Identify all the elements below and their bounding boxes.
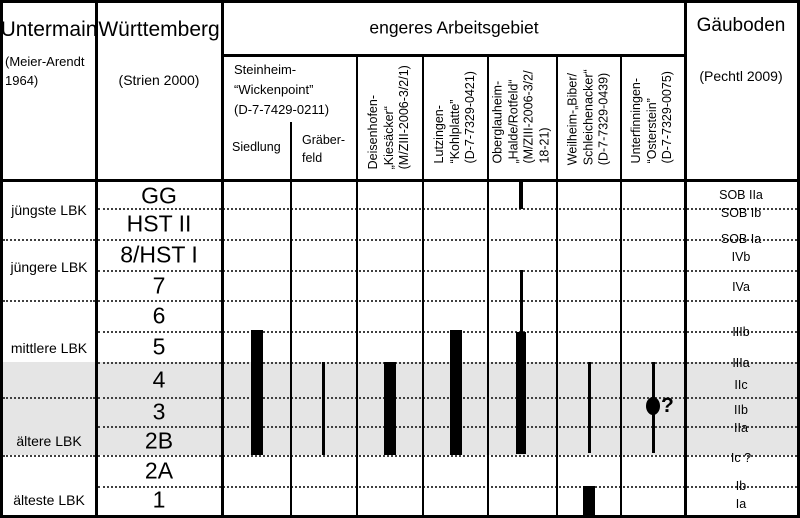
divider-site-3 <box>487 55 489 515</box>
dot-unterfinningen <box>646 397 660 415</box>
wuerttemberg-ref: (Strien 2000) <box>118 72 200 88</box>
untermain-title: Untermain <box>0 18 98 41</box>
gaeuboden-phase: SOB IIa <box>719 188 763 202</box>
steinheim-subcol-graeberfeld-2: feld <box>302 151 323 165</box>
bar-steinheim-siedlung <box>251 330 263 455</box>
wuerttemberg-title: Württemberg <box>98 18 220 41</box>
gaeuboden-phase: Ic ? <box>730 451 752 465</box>
gaeuboden-phase: IIa <box>734 421 748 435</box>
row-line <box>98 426 797 428</box>
gaeuboden-phase: IIIb <box>732 325 750 339</box>
row-line <box>98 455 797 457</box>
header-bottom-line <box>0 179 800 182</box>
gaeuboden-title: Gäuboden <box>696 15 786 36</box>
steinheim-name-3: (D-7-7429-0211) <box>234 102 330 117</box>
shaded-band <box>3 362 797 455</box>
untermain-group: mittlere LBK <box>10 340 88 356</box>
arbeitsgebiet-underline <box>223 54 684 57</box>
wuerttemberg-phase: 1 <box>152 486 166 513</box>
row-line <box>98 239 797 241</box>
row-line <box>98 270 797 272</box>
wuerttemberg-phase: 2B <box>144 427 174 454</box>
steinheim-subcol-siedlung: Siedlung <box>232 140 281 154</box>
bar-lutzingen <box>450 330 462 455</box>
row-line <box>98 331 797 333</box>
untermain-group: älteste LBK <box>13 492 85 508</box>
gaeuboden-phase: IIIa <box>732 356 750 370</box>
bar-steinheim-graeberfeld <box>322 362 325 455</box>
group-line <box>3 239 95 241</box>
bar-weilheim <box>583 486 595 515</box>
row-line <box>98 300 797 302</box>
gaeuboden-phase: Ia <box>735 497 747 511</box>
wuerttemberg-phase: HST II <box>126 210 192 237</box>
gaeuboden-phase: IVa <box>732 280 750 294</box>
group-line <box>3 455 95 457</box>
row-line <box>98 208 797 210</box>
row-line <box>98 486 797 488</box>
steinheim-name-1: Steinheim- <box>234 62 297 77</box>
untermain-ref-2: 1964) <box>5 73 39 88</box>
untermain-group: jüngere LBK <box>10 259 88 275</box>
row-line <box>98 397 797 399</box>
gaeuboden-phase: IVb <box>731 250 751 264</box>
uncertainty-question-mark: ? <box>661 394 674 417</box>
divider-untermain <box>95 0 98 518</box>
gaeuboden-phase: SOB Ib <box>720 206 762 220</box>
wuerttemberg-phase: 5 <box>152 333 166 360</box>
gaeuboden-phase: Ib <box>735 479 747 493</box>
bar-oberglauheim <box>516 332 526 454</box>
group-line <box>3 300 95 302</box>
divider-site-4 <box>556 55 558 515</box>
steinheim-subcol-graeberfeld-1: Gräber- <box>302 133 346 147</box>
divider-wuerttemberg <box>221 0 224 518</box>
bar-oberglauheim-top <box>519 182 523 209</box>
wuerttemberg-phase: 2A <box>144 457 174 484</box>
bar-weilheim-line <box>588 362 591 453</box>
wuerttemberg-phase: 8/HST I <box>120 241 198 268</box>
untermain-group: jüngste LBK <box>11 202 87 218</box>
wuerttemberg-phase: 7 <box>152 272 166 299</box>
steinheim-name-2: “Wickenpoint” <box>234 82 314 97</box>
gaeuboden-phase: IIb <box>734 403 748 417</box>
divider-site-2 <box>422 55 424 515</box>
divider-gaeuboden <box>684 0 687 518</box>
bar-oberglauheim-line <box>520 270 523 332</box>
row-line <box>98 362 797 364</box>
gaeuboden-phase: IIc <box>734 378 748 392</box>
divider-siedlung-graeberfeld <box>289 122 292 515</box>
bar-deisenhofen <box>384 362 396 455</box>
untermain-ref-1: (Meier-Arendt <box>5 54 85 69</box>
arbeitsgebiet-title: engeres Arbeitsgebiet <box>369 17 539 38</box>
gaeuboden-ref: (Pechtl 2009) <box>699 68 783 84</box>
group-line <box>3 397 95 399</box>
gaeuboden-phase: SOB Ia <box>720 232 762 246</box>
divider-site-5 <box>620 55 622 515</box>
wuerttemberg-phase: GG <box>141 182 177 209</box>
wuerttemberg-phase: 4 <box>152 366 166 393</box>
wuerttemberg-phase: 3 <box>152 398 166 425</box>
untermain-group: ältere LBK <box>16 433 82 449</box>
divider-site-1 <box>356 55 358 515</box>
wuerttemberg-phase: 6 <box>152 302 166 329</box>
